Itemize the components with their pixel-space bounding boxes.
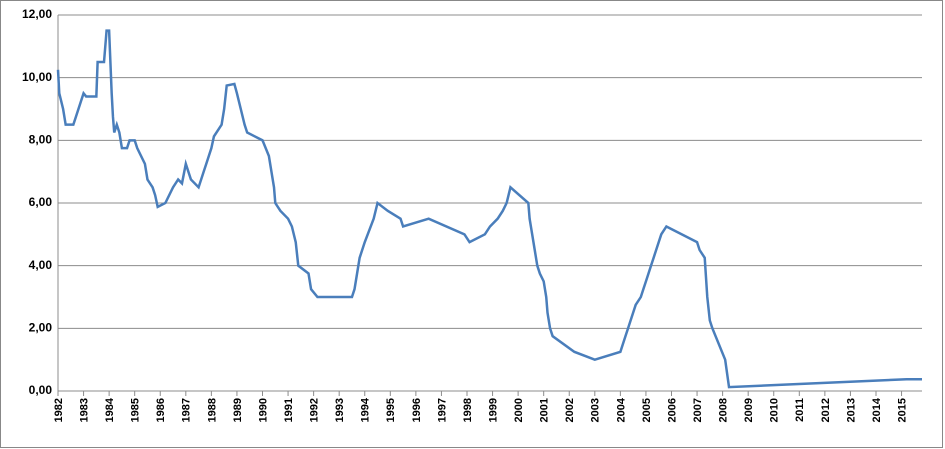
x-tick-label: 2012	[820, 398, 832, 422]
x-tick-label: 1992	[309, 398, 321, 422]
x-tick-label: 2006	[666, 398, 678, 422]
x-tick-label: 2009	[743, 398, 755, 422]
x-tick-label: 1986	[155, 398, 167, 422]
y-tick-label: 2,00	[29, 321, 53, 335]
x-tick-label: 2015	[896, 398, 908, 422]
x-tick-label: 2010	[769, 398, 781, 422]
x-tick-label: 1997	[436, 398, 448, 422]
x-tick-label: 1999	[487, 398, 499, 422]
x-tick-label: 2001	[539, 398, 551, 422]
y-tick-label: 4,00	[29, 258, 53, 272]
y-tick-label: 0,00	[29, 383, 53, 397]
x-tick-label: 1989	[232, 398, 244, 422]
x-tick-label: 1984	[104, 397, 116, 422]
x-tick-label: 1985	[130, 398, 142, 422]
x-tick-label: 2013	[845, 398, 857, 422]
x-tick-label: 2005	[641, 398, 653, 422]
y-tick-label: 10,00	[22, 70, 52, 84]
x-tick-label: 1993	[334, 398, 346, 422]
y-tick-label: 8,00	[29, 133, 53, 147]
x-tick-label: 2002	[564, 398, 576, 422]
x-tick-label: 1991	[283, 398, 295, 422]
x-tick-label: 1994	[360, 397, 372, 422]
x-tick-label: 1982	[53, 398, 65, 422]
x-tick-label: 2004	[615, 397, 627, 422]
x-tick-label: 2008	[718, 398, 730, 422]
x-tick-label: 2007	[692, 398, 704, 422]
x-tick-label: 2000	[513, 398, 525, 422]
x-tick-label: 2011	[794, 398, 806, 422]
data-line	[56, 29, 922, 389]
x-tick-label: 1998	[462, 398, 474, 422]
y-tick-label: 12,00	[22, 7, 52, 21]
x-tick-label: 2014	[871, 397, 883, 422]
x-tick-label: 1996	[411, 398, 423, 422]
x-tick-label: 1988	[206, 398, 218, 422]
x-tick-label: 1995	[385, 398, 397, 422]
x-tick-label: 1990	[257, 398, 269, 422]
x-tick-label: 1983	[78, 398, 90, 422]
y-tick-label: 6,00	[29, 195, 53, 209]
x-tick-label: 2003	[590, 398, 602, 422]
x-tick-label: 1987	[181, 398, 193, 422]
